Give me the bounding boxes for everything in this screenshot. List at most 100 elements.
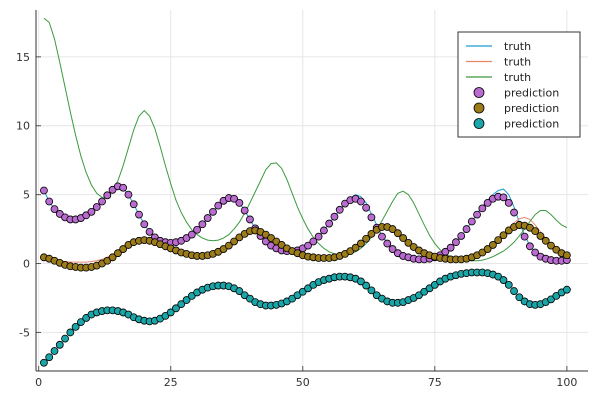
data-point <box>193 225 202 234</box>
data-point <box>103 191 112 200</box>
data-point <box>467 217 476 226</box>
data-point <box>393 229 402 238</box>
data-point <box>351 243 360 252</box>
data-point <box>362 281 371 290</box>
data-point <box>77 318 85 326</box>
legend: truth truth truth prediction prediction predi… <box>457 31 581 138</box>
data-point <box>92 203 101 211</box>
data-point <box>499 231 508 240</box>
data-point <box>356 277 365 286</box>
legend-item: truth <box>466 40 531 53</box>
data-point <box>314 232 323 241</box>
data-point <box>515 293 524 302</box>
data-point <box>531 248 540 257</box>
legend-label: prediction <box>504 102 559 115</box>
legend-item: truth <box>466 71 531 84</box>
data-point <box>40 358 48 367</box>
data-point <box>214 201 223 210</box>
data-point <box>45 353 54 362</box>
legend-item: truth <box>466 56 531 69</box>
data-point <box>462 225 471 233</box>
data-point <box>119 245 128 253</box>
x-tick-label: 100 <box>556 376 577 389</box>
data-point <box>172 304 180 313</box>
data-point <box>367 213 376 222</box>
data-point <box>504 198 513 207</box>
data-point <box>504 280 513 289</box>
data-point <box>177 300 186 309</box>
data-point <box>335 205 344 214</box>
data-point <box>209 207 217 216</box>
data-point <box>562 285 571 294</box>
data-point <box>388 225 397 233</box>
data-point <box>367 229 376 238</box>
data-point <box>61 334 69 343</box>
data-point <box>182 296 191 304</box>
data-point <box>525 242 534 251</box>
legend-label: prediction <box>504 87 559 100</box>
data-point <box>50 205 59 214</box>
y-tick-label: 15 <box>16 51 30 64</box>
data-point <box>541 236 550 245</box>
data-point <box>87 207 96 216</box>
x-tick-label: 75 <box>428 376 442 389</box>
data-point <box>135 210 143 219</box>
legend-item: prediction <box>473 102 559 115</box>
legend-marker-swatch <box>473 118 485 129</box>
legend-item: prediction <box>473 118 559 131</box>
y-tick-label: 0 <box>23 258 30 271</box>
data-point <box>166 308 175 317</box>
legend-item: prediction <box>473 87 559 100</box>
data-point <box>304 241 312 250</box>
data-point <box>319 226 328 235</box>
data-point <box>108 253 117 262</box>
data-point <box>240 206 249 215</box>
series-3 <box>43 17 568 262</box>
data-point <box>113 249 122 258</box>
data-point <box>399 234 408 242</box>
data-point <box>45 197 54 206</box>
data-point <box>119 183 128 192</box>
series-6 <box>40 268 571 367</box>
data-point <box>203 214 212 222</box>
data-point <box>129 200 138 209</box>
data-point <box>536 232 545 240</box>
data-point <box>383 239 392 248</box>
data-point <box>71 323 80 331</box>
axes: 0 25 50 75 100 -5 0 5 10 15 <box>16 10 588 389</box>
data-point <box>446 243 455 252</box>
data-point <box>309 237 318 246</box>
legend-marker-swatch <box>473 102 485 114</box>
y-tick-label: 10 <box>16 120 30 133</box>
data-point <box>40 186 48 195</box>
data-point <box>457 232 466 240</box>
data-point <box>499 193 508 202</box>
data-point <box>483 198 492 207</box>
data-point <box>230 194 238 203</box>
data-point <box>50 347 59 355</box>
data-point <box>483 245 492 253</box>
x-tick-label: 25 <box>164 376 178 389</box>
data-point <box>140 220 149 229</box>
series-layer <box>40 17 571 367</box>
legend-label: truth <box>504 71 531 84</box>
data-point <box>473 210 481 219</box>
data-point <box>198 220 207 229</box>
x-tick-label: 0 <box>35 376 42 389</box>
data-point <box>520 232 529 241</box>
data-point <box>230 237 238 246</box>
legend-marker-swatch <box>473 87 485 98</box>
data-point <box>378 232 386 241</box>
data-point <box>452 238 460 247</box>
data-point <box>362 234 371 243</box>
data-point <box>510 287 518 295</box>
data-point <box>98 197 106 206</box>
data-point <box>325 219 334 228</box>
data-point <box>124 190 133 199</box>
data-point <box>356 197 365 206</box>
data-point <box>330 212 339 221</box>
series-line <box>43 17 568 262</box>
data-point <box>367 286 376 295</box>
data-point <box>404 238 413 247</box>
